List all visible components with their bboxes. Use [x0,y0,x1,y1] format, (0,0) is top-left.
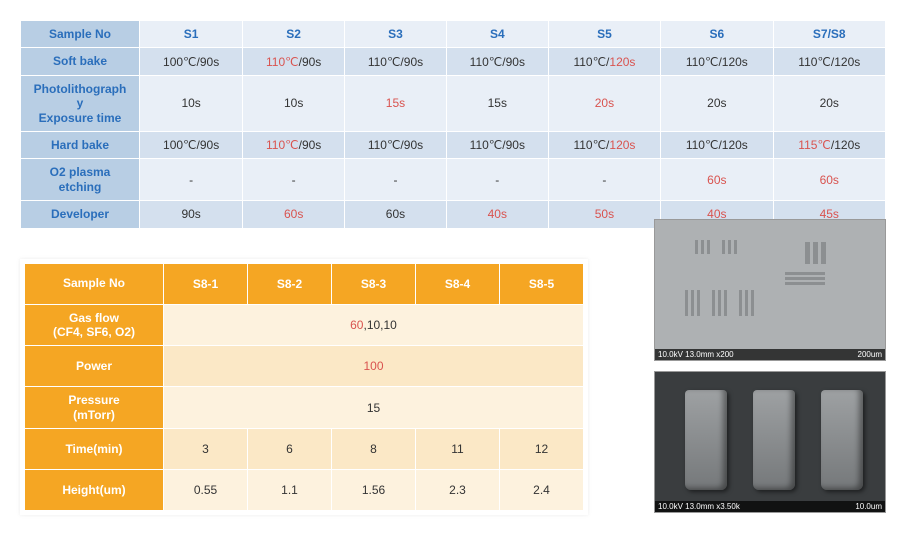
t1-cell: 60s [773,159,885,201]
t2-row: Height(um)0.551.11.562.32.4 [25,470,584,511]
t2-cell: 0.55 [164,470,248,511]
t1-cell: 50s [548,201,660,228]
t1-cell: 100℃/90s [140,48,243,75]
t1-cell: 15s [345,75,447,131]
sem2-right: 10.0um [855,502,882,511]
t1-cell: 10s [140,75,243,131]
t2-row-label: Height(um) [25,470,164,511]
t1-col-header: S6 [661,21,773,48]
t1-col-header: S2 [243,21,345,48]
t1-cell: 20s [548,75,660,131]
t2-cell: 1.1 [248,470,332,511]
t1-header-row: Sample NoS1S2S3S4S5S6S7/S8 [21,21,886,48]
t1-row-label: PhotolithographyExposure time [21,75,140,131]
t1-row-label: Sample No [21,21,140,48]
t2-row-label: Gas flow(CF4, SF6, O2) [25,304,164,346]
t1-cell: 60s [345,201,447,228]
t1-cell: 110℃/120s [773,48,885,75]
sem-image-1: 10.0kV 13.0mm x200 200um [654,219,886,361]
t1-cell: 90s [140,201,243,228]
t1-row-label: Soft bake [21,48,140,75]
t1-row-label: O2 plasmaetching [21,159,140,201]
t1-row: O2 plasmaetching-----60s60s [21,159,886,201]
t1-cell: - [446,159,548,201]
t1-cell: 110℃/120s [548,48,660,75]
t2-row-label: Sample No [25,263,164,304]
t2-cell: 8 [332,429,416,470]
t2-cell: 15 [164,387,584,429]
t1-cell: 110℃/90s [243,131,345,158]
t1-col-header: S3 [345,21,447,48]
sem1-right: 200um [858,350,882,359]
t2-row: Pressure(mTorr)15 [25,387,584,429]
t1-body: Sample NoS1S2S3S4S5S6S7/S8Soft bake100℃/… [21,21,886,229]
sem-image-2: 10.0kV 13.0mm x3.50k 10.0um [654,371,886,513]
t2-row: Gas flow(CF4, SF6, O2)60,10,10 [25,304,584,346]
t1-col-header: S1 [140,21,243,48]
t2-col-header: S8-4 [416,263,500,304]
sem1-left: 10.0kV 13.0mm x200 [658,350,734,359]
t1-cell: - [140,159,243,201]
t1-row: Soft bake100℃/90s110℃/90s110℃/90s110℃/90… [21,48,886,75]
t1-cell: 110℃/120s [548,131,660,158]
t2-row-label: Pressure(mTorr) [25,387,164,429]
t2-header-row: Sample NoS8-1S8-2S8-3S8-4S8-5 [25,263,584,304]
t1-col-header: S7/S8 [773,21,885,48]
t1-cell: 40s [446,201,548,228]
t1-cell: 110℃/90s [345,48,447,75]
t2-cell: 100 [164,346,584,387]
sem-images: 10.0kV 13.0mm x200 200um 10.0kV 13.0mm x… [654,219,886,513]
t1-col-header: S4 [446,21,548,48]
t2-cell: 2.3 [416,470,500,511]
t2-col-header: S8-5 [500,263,584,304]
t2-cell: 1.56 [332,470,416,511]
t2-cell: 60,10,10 [164,304,584,346]
t2-row: Time(min)3681112 [25,429,584,470]
t2-cell: 2.4 [500,470,584,511]
t2-col-header: S8-3 [332,263,416,304]
t2-cell: 12 [500,429,584,470]
t1-row: PhotolithographyExposure time10s10s15s15… [21,75,886,131]
t1-cell: 110℃/90s [446,48,548,75]
t2-row-label: Time(min) [25,429,164,470]
t1-cell: 15s [446,75,548,131]
t1-cell: - [548,159,660,201]
t1-cell: 20s [661,75,773,131]
t1-cell: 110℃/120s [661,131,773,158]
t1-cell: - [345,159,447,201]
t1-cell: 110℃/90s [345,131,447,158]
t1-cell: 20s [773,75,885,131]
t2-row: Power100 [25,346,584,387]
t1-cell: 110℃/120s [661,48,773,75]
t2-cell: 11 [416,429,500,470]
etch-table: Sample NoS8-1S8-2S8-3S8-4S8-5Gas flow(CF… [24,263,584,512]
t1-cell: 110℃/90s [446,131,548,158]
t2-cell: 3 [164,429,248,470]
t2-col-header: S8-2 [248,263,332,304]
process-table: Sample NoS1S2S3S4S5S6S7/S8Soft bake100℃/… [20,20,886,229]
t2-cell: 6 [248,429,332,470]
t1-cell: 115℃/120s [773,131,885,158]
t1-col-header: S5 [548,21,660,48]
t1-cell: 60s [661,159,773,201]
t1-cell: 10s [243,75,345,131]
t2-row-label: Power [25,346,164,387]
t1-cell: - [243,159,345,201]
sem2-left: 10.0kV 13.0mm x3.50k [658,502,740,511]
t1-cell: 60s [243,201,345,228]
t1-row-label: Developer [21,201,140,228]
t1-row: Hard bake100℃/90s110℃/90s110℃/90s110℃/90… [21,131,886,158]
t2-col-header: S8-1 [164,263,248,304]
t1-row-label: Hard bake [21,131,140,158]
t1-cell: 100℃/90s [140,131,243,158]
t1-cell: 110℃/90s [243,48,345,75]
t2-body: Sample NoS8-1S8-2S8-3S8-4S8-5Gas flow(CF… [25,263,584,511]
